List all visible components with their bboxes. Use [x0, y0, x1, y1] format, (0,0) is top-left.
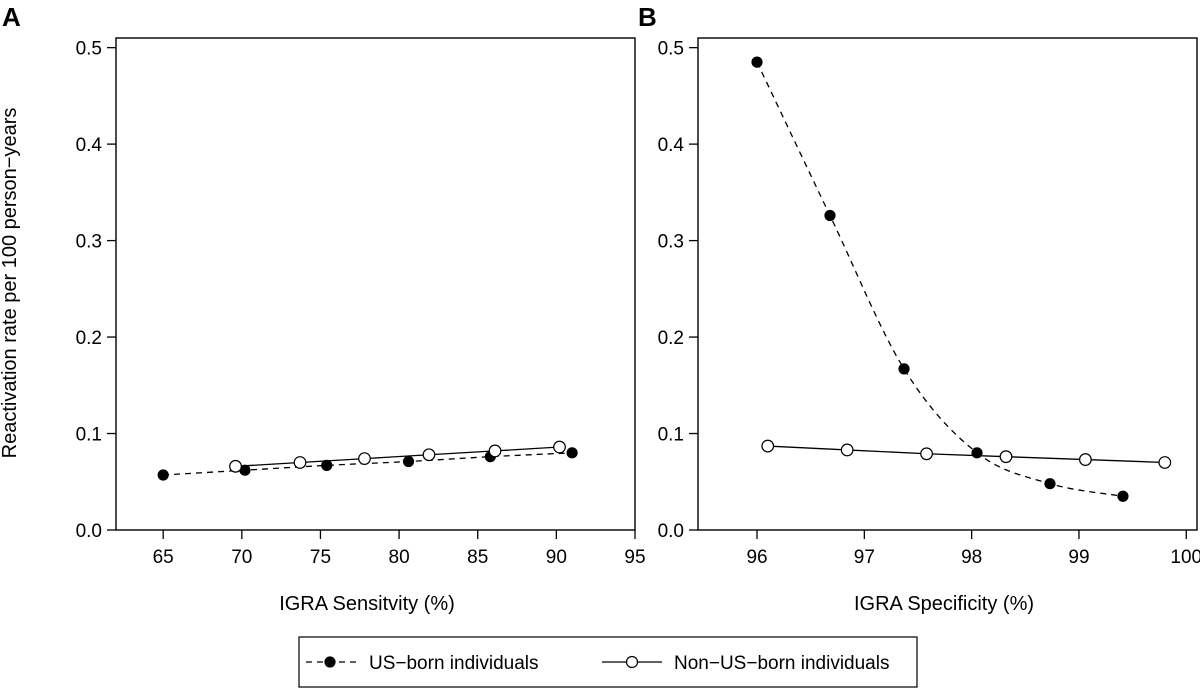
panel-a-x-tick-label: 80: [389, 547, 410, 568]
panel-b-us-born-point: [824, 209, 836, 222]
panel-b-frame: [697, 37, 1198, 531]
panel-a-non-us-born-point: [358, 452, 371, 466]
panel-a-y-tick-label: 0.4: [76, 135, 103, 156]
panel-a-non-us-born-point: [229, 459, 242, 473]
panel-b-non-us-born-point: [1078, 453, 1092, 466]
panel-b-x-tick-label: 99: [1068, 547, 1089, 568]
panel-b-y-tick-label: 0.5: [658, 39, 684, 60]
panel-b-y-tick-label: 0.4: [658, 135, 685, 156]
panel-b-letter: B: [638, 2, 657, 32]
panel-a-y-tick-label: 0.5: [76, 39, 102, 60]
legend-box: [298, 636, 918, 688]
y-axis-title: Reactivation rate per 100 person−years: [0, 108, 21, 459]
panel-b-non-us-born-point: [920, 447, 933, 461]
panel-a-letter: A: [2, 2, 21, 32]
panel-b-x-tick-label: 100: [1170, 547, 1200, 568]
panel-a-x-tick-label: 95: [624, 547, 645, 568]
panel-b-y-tick-label: 0.0: [658, 521, 684, 542]
panel-b-us-born-point: [1117, 490, 1129, 502]
panel-b-x-tick-label: 97: [854, 547, 875, 568]
legend-us-born-marker: [324, 656, 336, 668]
panel-a-x-tick-label: 65: [153, 547, 174, 568]
panel-b-us-born-point: [751, 56, 763, 68]
panel-b-non-us-born-point: [999, 450, 1013, 464]
panel-a-y-tick-label: 0.0: [76, 521, 102, 542]
panel-a-x-axis-title: IGRA Sensitvity (%): [279, 593, 455, 615]
legend-us-born-label: US−born individuals: [369, 653, 539, 674]
panel-b-x-tick-label: 96: [746, 547, 767, 568]
panel-a-plot: 0.0 0.1 0.2 0.3 0.4 0.5 65 70 75 80 85 90 95 IGRA Se…: [76, 37, 646, 615]
panel-a-y-tick-label: 0.1: [76, 425, 102, 446]
panel-b-y-tick-label: 0.2: [658, 328, 684, 349]
panel-a-y-tick-label: 0.3: [76, 232, 102, 253]
panel-a-us-born-point: [566, 447, 578, 459]
panel-b-us-born-point: [898, 363, 910, 375]
panel-a-x-tick-label: 85: [467, 547, 488, 568]
panel-a-non-us-born-line: [235, 446, 560, 467]
panel-b-y-tick-label: 0.3: [658, 232, 684, 253]
panel-b-non-us-born-point: [1158, 456, 1172, 469]
panel-a-frame: [115, 37, 636, 531]
legend-non-us-born-marker: [625, 655, 639, 669]
panel-a-us-born-point: [321, 459, 333, 471]
panel-b-non-us-born-point: [761, 439, 775, 453]
panel-a-non-us-born-point: [553, 440, 566, 454]
panel-b-non-us-born-line: [767, 445, 1165, 464]
panel-b-x-tick-label: 98: [961, 547, 982, 568]
legend-non-us-born-label: Non−US−born individuals: [674, 653, 889, 674]
panel-a-x-tick-label: 75: [310, 547, 331, 568]
panel-b-x-axis-title: IGRA Specificity (%): [854, 593, 1034, 615]
panel-b-non-us-born-point: [840, 443, 854, 457]
legend: US−born individuals Non−US−born individu…: [298, 636, 918, 688]
panel-a-x-tick-label: 90: [546, 547, 567, 568]
panel-a-y-tick-label: 0.2: [76, 328, 102, 349]
panel-a-non-us-born-point: [488, 444, 502, 458]
panel-b-plot: 0.0 0.1 0.2 0.3 0.4 0.5 96 97 98 99 100 IGRA Speci…: [658, 37, 1200, 615]
panel-a-us-born-point: [157, 469, 169, 481]
panel-a-x-tick-label: 70: [231, 547, 252, 568]
panel-b-y-tick-label: 0.1: [658, 425, 684, 446]
panel-a-non-us-born-point: [293, 456, 307, 469]
panel-a-non-us-born-point: [422, 448, 436, 462]
panel-b-us-born-line: [756, 61, 1124, 497]
panel-a-us-born-point: [402, 455, 415, 468]
panel-b-us-born-point: [1044, 478, 1056, 490]
